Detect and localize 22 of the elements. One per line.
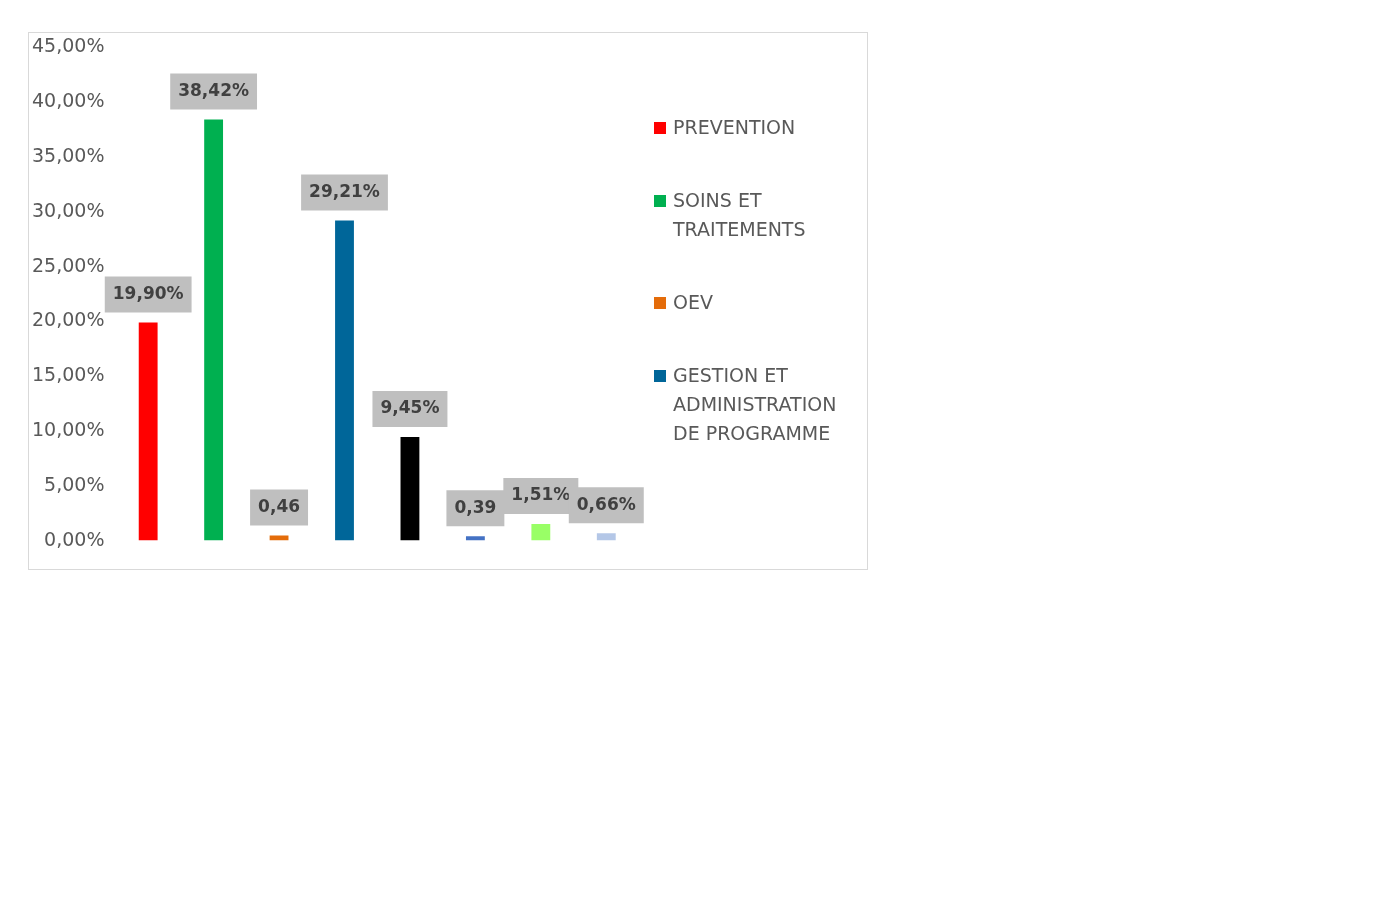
y-tick-label: 5,00% (44, 472, 105, 495)
data-label: 38,42% (178, 79, 250, 100)
y-tick-label: 0,00% (44, 527, 105, 550)
data-label: 1,51% (511, 484, 571, 505)
legend-label: GESTION ET ADMINISTRATION DE PROGRAMME (673, 363, 838, 446)
y-tick-label: 20,00% (31, 308, 105, 331)
y-tick-label: 45,00% (31, 34, 105, 57)
data-label: 19,90% (112, 282, 184, 303)
data-label: 0,39 (454, 496, 497, 517)
data-label: 0,66% (576, 493, 636, 514)
legend-label: SOINS ET TRAITEMENTS (673, 188, 807, 242)
y-tick-label: 35,00% (31, 143, 105, 166)
y-tick-label: 40,00% (31, 89, 105, 112)
data-label: 29,21% (309, 180, 380, 201)
y-tick-label: 30,00% (31, 198, 105, 221)
legend-label: PREVENTION (673, 115, 796, 140)
legend-label: OEV (673, 290, 713, 315)
data-label: 0,46 (258, 495, 301, 516)
y-tick-label: 10,00% (31, 417, 105, 440)
data-label: 9,45% (380, 397, 440, 418)
y-tick-label: 15,00% (31, 363, 105, 386)
y-tick-label: 25,00% (31, 253, 105, 276)
